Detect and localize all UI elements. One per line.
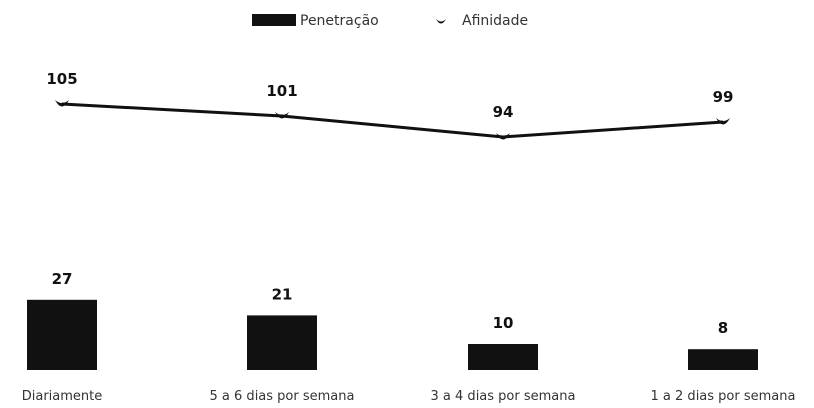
afinidade-point-3	[496, 133, 510, 140]
afinidade-value-label-3: 94	[493, 103, 514, 121]
bar-1	[27, 299, 97, 370]
category-labels: Diariamente 5 a 6 dias por semana 3 a 4 di…	[22, 389, 796, 404]
afinidade-point-4	[716, 118, 730, 125]
legend: Penetração Afinidade	[252, 13, 528, 29]
line-layer	[55, 100, 730, 140]
legend-marker-afinidade	[436, 19, 446, 24]
afinidade-value-label-1: 105	[46, 70, 77, 88]
bar-value-label-3: 10	[493, 314, 514, 332]
bar-3	[468, 344, 538, 370]
category-label-2: 5 a 6 dias por semana	[210, 389, 355, 404]
bars-layer	[27, 299, 758, 370]
category-label-3: 3 a 4 dias por semana	[431, 389, 576, 404]
afinidade-point-2	[275, 112, 289, 119]
legend-swatch-penetracao	[252, 14, 296, 26]
category-label-4: 1 a 2 dias por semana	[651, 389, 796, 404]
afinidade-line	[61, 102, 724, 139]
bar-value-label-4: 8	[718, 319, 728, 337]
afinidade-point-1	[55, 100, 69, 107]
category-label-1: Diariamente	[22, 389, 103, 404]
legend-label-penetracao: Penetração	[300, 13, 379, 29]
bar-value-label-2: 21	[272, 285, 293, 303]
bar-2	[247, 315, 317, 370]
legend-label-afinidade: Afinidade	[462, 13, 528, 29]
bar-value-label-1: 27	[52, 270, 73, 288]
bar-4	[688, 349, 758, 370]
labels-layer: 27 21 10 8 105 101 94 99	[46, 70, 733, 337]
afinidade-value-label-4: 99	[713, 88, 734, 106]
afinidade-value-label-2: 101	[266, 82, 297, 100]
